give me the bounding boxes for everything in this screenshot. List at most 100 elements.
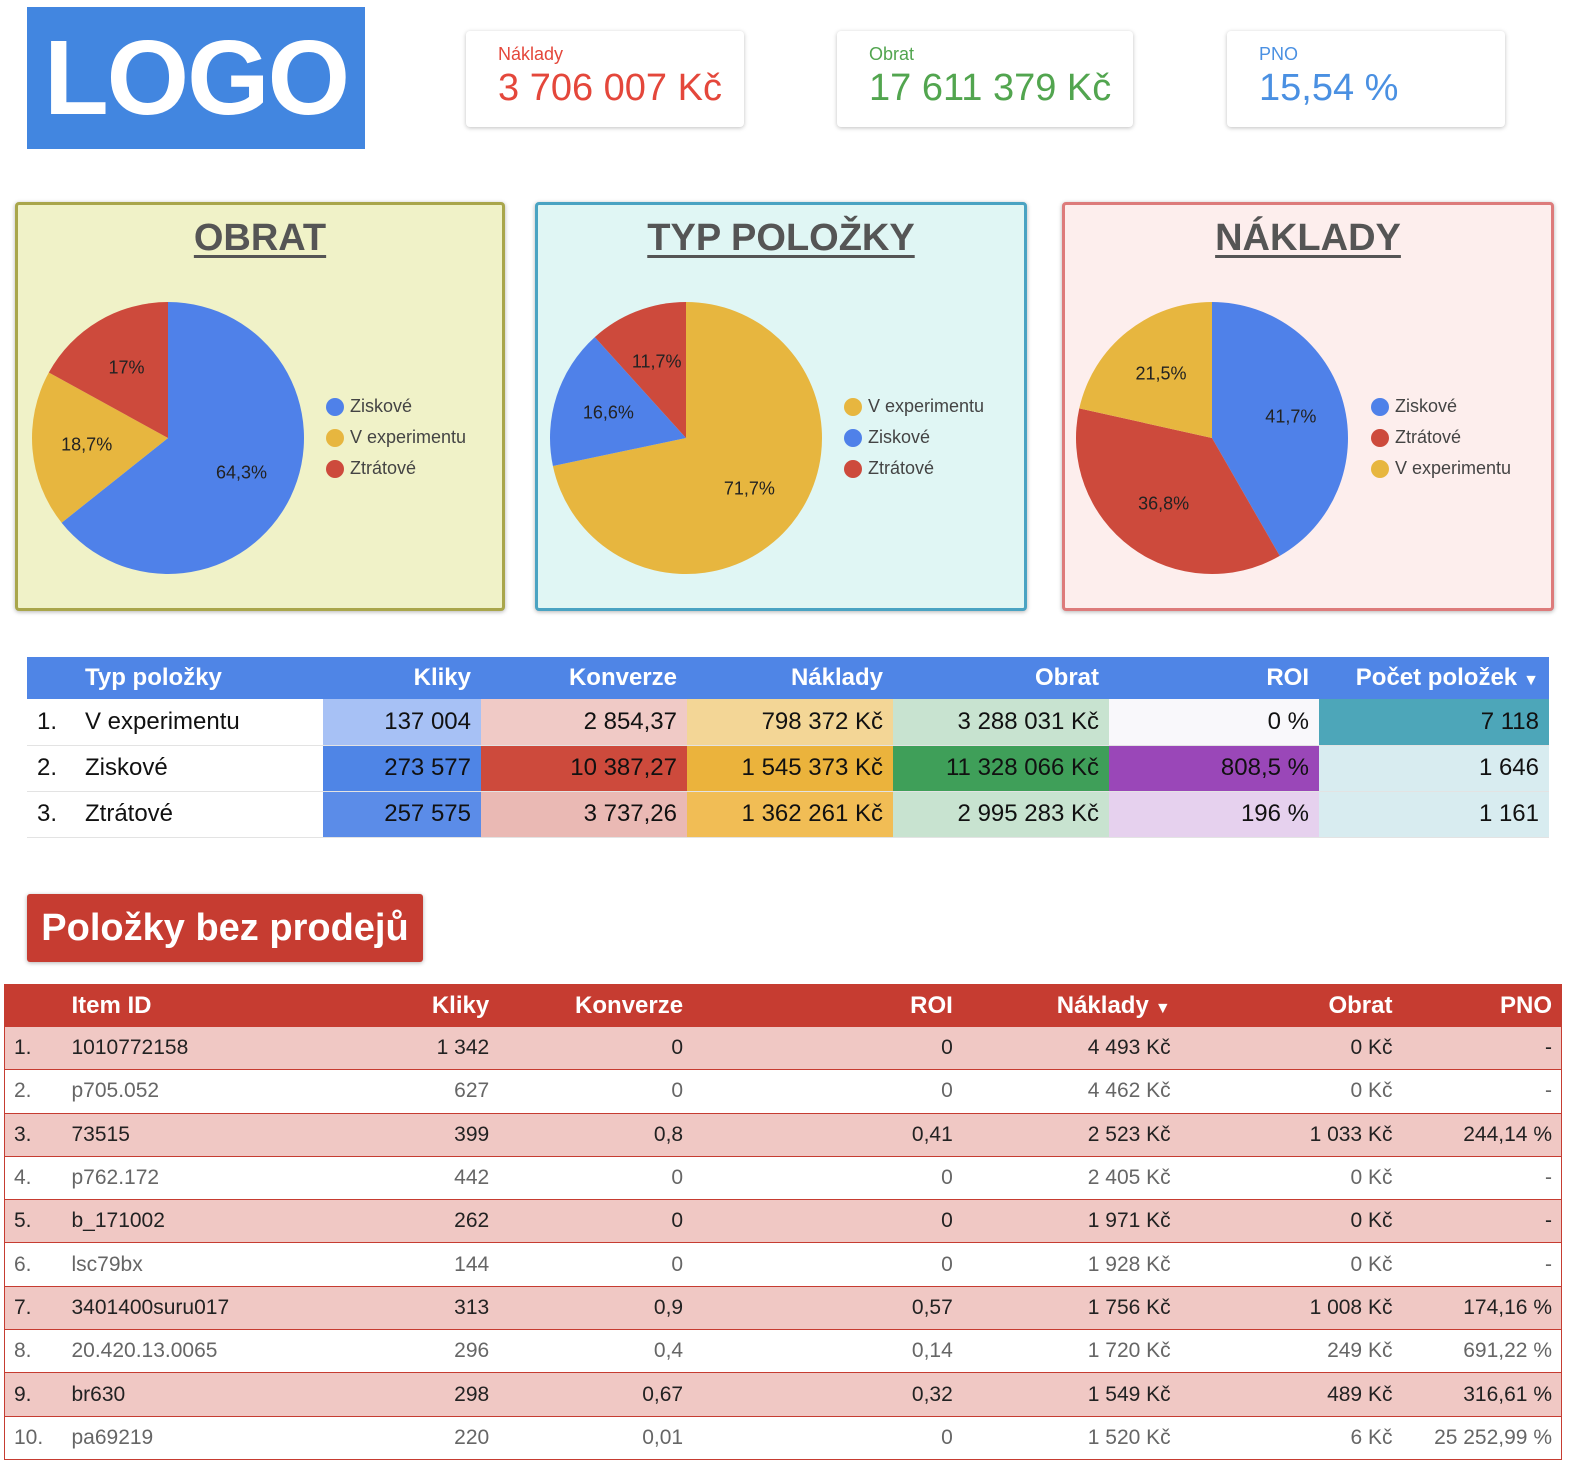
col-roi[interactable]: ROI: [1109, 657, 1319, 699]
table-cell: 144: [362, 1242, 499, 1287]
table-cell: 0: [498, 1156, 693, 1201]
item-id[interactable]: 1010772158: [62, 1026, 363, 1071]
col-kliky[interactable]: Kliky: [323, 657, 481, 699]
row-number: 1.: [37, 707, 58, 735]
col-naklady[interactable]: Náklady ▼: [961, 984, 1180, 1027]
col-naklady[interactable]: Náklady: [687, 657, 893, 699]
legend-item[interactable]: Ziskové: [326, 391, 466, 422]
pie-slice-v-experimentu[interactable]: [552, 302, 822, 574]
table-row[interactable]: 9. br630 298 0,67 0,32 1 549 Kč 489 Kč 316,61 %: [4, 1372, 1562, 1417]
pie-chart: [1076, 302, 1348, 574]
table-row[interactable]: 3. 73515 399 0,8 0,41 2 523 Kč 1 033 Kč 244,14 …: [4, 1113, 1562, 1157]
table-cell: 0: [498, 1026, 693, 1071]
summary-row[interactable]: 1. V experimentu 137 004 2 854,37 798 372 Kč…: [27, 699, 1549, 746]
item-id[interactable]: pa69219: [62, 1416, 363, 1460]
legend-label: Ztrátové: [1395, 427, 1462, 447]
table-row[interactable]: 10. pa69219 220 0,01 0 1 520 Kč 6 Kč 25 252,99 …: [4, 1416, 1562, 1460]
row-number: 4.: [4, 1156, 63, 1201]
row-number: 6.: [4, 1242, 63, 1287]
row-number: 9.: [4, 1372, 63, 1417]
summary-cell: 1 545 373 Kč: [687, 745, 893, 792]
legend-item[interactable]: Ziskové: [844, 422, 984, 453]
table-cell: 0: [498, 1199, 693, 1244]
table-cell: -: [1401, 1242, 1562, 1287]
summary-row[interactable]: 2. Ziskové 273 577 10 387,27 1 545 373 Kč 11 …: [27, 745, 1549, 792]
legend-label: Ziskové: [350, 396, 413, 416]
col-roi[interactable]: ROI: [692, 984, 962, 1027]
pie-slice-ztrátové[interactable]: [48, 302, 168, 438]
naklady-panel: NÁKLADY 41,7% 36,8% 21,5% Ziskové Ztrátové V …: [1062, 202, 1554, 611]
table-cell: 0: [692, 1069, 962, 1114]
pie-legend: Ziskové V experimentu Ztrátové: [326, 391, 466, 484]
legend-item[interactable]: Ztrátové: [1371, 422, 1511, 453]
item-id[interactable]: 3401400suru017: [62, 1286, 363, 1331]
table-cell: 0: [692, 1026, 962, 1071]
col-kliky[interactable]: Kliky: [362, 984, 499, 1027]
item-id[interactable]: 20.420.13.0065: [62, 1329, 363, 1374]
legend-item[interactable]: Ztrátové: [844, 453, 984, 484]
pie-slice-v-experimentu[interactable]: [31, 372, 168, 523]
table-row[interactable]: 6. lsc79bx 144 0 0 1 928 Kč 0 Kč -: [4, 1242, 1562, 1287]
panel-title: NÁKLADY: [1215, 217, 1401, 259]
table-cell: 2 523 Kč: [961, 1113, 1180, 1157]
legend-item[interactable]: V experimentu: [1371, 453, 1511, 484]
pie-slice-ztrátové[interactable]: [1076, 408, 1280, 574]
col-konverze[interactable]: Konverze: [498, 984, 693, 1027]
legend-item[interactable]: V experimentu: [844, 391, 984, 422]
col-naklady-label: Náklady: [1056, 991, 1149, 1019]
item-id[interactable]: b_171002: [62, 1199, 363, 1244]
table-cell: 0 Kč: [1179, 1156, 1402, 1201]
item-id[interactable]: p705.052: [62, 1069, 363, 1114]
col-item-id[interactable]: Item ID: [62, 984, 363, 1027]
table-row[interactable]: 7. 3401400suru017 313 0,9 0,57 1 756 Kč 1 008 …: [4, 1286, 1562, 1331]
col-typ-polozky[interactable]: Typ položky: [27, 657, 323, 699]
table-row[interactable]: 1. 1010772158 1 342 0 0 4 493 Kč 0 Kč -: [4, 1026, 1562, 1071]
table-cell: 220: [362, 1416, 499, 1460]
pie-slice-ziskové[interactable]: [1212, 302, 1348, 556]
summary-cell: 808,5 %: [1109, 745, 1319, 792]
item-id[interactable]: 73515: [62, 1113, 363, 1157]
table-row[interactable]: 2. p705.052 627 0 0 4 462 Kč 0 Kč -: [4, 1069, 1562, 1114]
table-row[interactable]: 5. b_171002 262 0 0 1 971 Kč 0 Kč -: [4, 1199, 1562, 1244]
item-id[interactable]: br630: [62, 1372, 363, 1417]
kpi-value: 15,54 %: [1259, 67, 1399, 109]
pie-slice-label: 17%: [108, 357, 145, 378]
obrat-panel: OBRAT 64,3% 18,7% 17% Ziskové V experimentu Z…: [15, 202, 505, 611]
table-cell: 25 252,99 %: [1401, 1416, 1562, 1460]
sort-desc-icon[interactable]: ▼: [1154, 999, 1171, 1017]
pie-slice-ztrátové[interactable]: [594, 302, 686, 438]
table-cell: -: [1401, 1026, 1562, 1071]
col-pno[interactable]: PNO: [1401, 984, 1562, 1027]
table-cell: 0 Kč: [1179, 1026, 1402, 1071]
pie-slice-label: 71,7%: [723, 478, 775, 499]
pie-slice-v-experimentu[interactable]: [1079, 302, 1212, 438]
col-obrat[interactable]: Obrat: [1179, 984, 1402, 1027]
pie-slice-ziskové[interactable]: [61, 302, 304, 574]
col-konverze[interactable]: Konverze: [481, 657, 687, 699]
table-cell: 4 462 Kč: [961, 1069, 1180, 1114]
pie-slice-label: 41,7%: [1265, 406, 1317, 427]
col-obrat[interactable]: Obrat: [893, 657, 1109, 699]
legend-label: V experimentu: [350, 427, 467, 447]
table-row[interactable]: 8. 20.420.13.0065 296 0,4 0,14 1 720 Kč 249 Kč…: [4, 1329, 1562, 1374]
summary-cell-type: 3. Ztrátové: [27, 791, 323, 838]
item-id[interactable]: lsc79bx: [62, 1242, 363, 1287]
legend-label: V experimentu: [868, 396, 985, 416]
col-pocet-polozek[interactable]: Počet položek ▼: [1319, 657, 1549, 699]
table-cell: 0 Kč: [1179, 1199, 1402, 1244]
table-cell: 313: [362, 1286, 499, 1331]
summary-cell: 2 995 283 Kč: [893, 791, 1109, 838]
table-row[interactable]: 4. p762.172 442 0 0 2 405 Kč 0 Kč -: [4, 1156, 1562, 1201]
summary-cell: 1 362 261 Kč: [687, 791, 893, 838]
legend-item[interactable]: Ziskové: [1371, 391, 1511, 422]
row-number: 8.: [4, 1329, 63, 1374]
table-cell: 298: [362, 1372, 499, 1417]
legend-item[interactable]: V experimentu: [326, 422, 466, 453]
sort-desc-icon[interactable]: ▼: [1523, 672, 1539, 689]
legend-item[interactable]: Ztrátové: [326, 453, 466, 484]
kpi-naklady: Náklady 3 706 007 Kč: [466, 31, 744, 127]
summary-row[interactable]: 3. Ztrátové 257 575 3 737,26 1 362 261 Kč 2 9…: [27, 791, 1549, 838]
legend-dot-icon: [844, 428, 862, 447]
item-id[interactable]: p762.172: [62, 1156, 363, 1201]
pie-slice-ziskové[interactable]: [550, 337, 686, 466]
